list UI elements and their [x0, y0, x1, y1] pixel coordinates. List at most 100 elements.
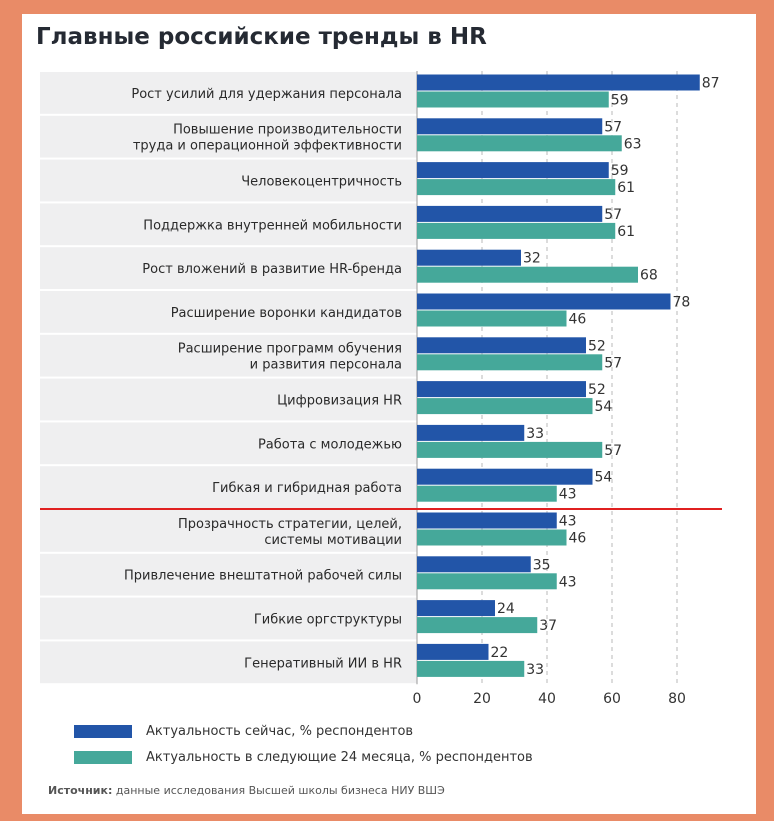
value-label-next: 57 — [604, 355, 622, 371]
row-background — [40, 291, 417, 333]
bar-now — [417, 381, 586, 398]
value-label-next: 68 — [640, 268, 658, 284]
bar-next — [417, 398, 593, 415]
value-label-now: 54 — [595, 470, 613, 486]
bar-next — [417, 266, 638, 283]
bar-now — [417, 162, 609, 179]
bar-next — [417, 354, 603, 371]
x-axis-ticks: 0 20 40 60 80 — [413, 691, 686, 707]
bar-next — [417, 179, 616, 196]
category-label: труда и операционной эффективности — [133, 139, 402, 154]
bar-now — [417, 512, 557, 529]
legend-swatch-now — [74, 724, 132, 738]
legend-item-next: Актуальность в следующие 24 месяца, % ре… — [74, 744, 533, 770]
value-label-next: 43 — [559, 574, 577, 590]
value-label-next: 54 — [595, 399, 613, 415]
row-background — [40, 247, 417, 289]
bar-now — [417, 424, 525, 441]
row-background — [40, 378, 417, 421]
bar-now — [417, 643, 489, 660]
value-label-now: 22 — [491, 645, 509, 661]
row-background — [40, 334, 417, 377]
bars — [417, 74, 700, 677]
bar-now — [417, 600, 495, 617]
bar-next — [417, 617, 538, 634]
category-label: Повышение производительности — [173, 123, 402, 138]
category-label: системы мотивации — [264, 533, 402, 548]
source-text: данные исследования Высшей школы бизнеса… — [115, 784, 445, 797]
row-background — [40, 115, 417, 158]
value-label-next: 59 — [611, 93, 629, 109]
legend: Актуальность сейчас, % респондентов Акту… — [74, 718, 533, 770]
row-background — [40, 553, 417, 596]
category-label: Работа с молодежью — [258, 437, 402, 452]
row-background — [40, 422, 417, 465]
category-label: Прозрачность стратегии, целей, — [178, 517, 402, 532]
value-label-next: 63 — [624, 136, 642, 152]
category-label: Гибкая и гибридная работа — [212, 481, 402, 496]
bar-next — [417, 441, 603, 458]
value-labels: 87 57 59 57 32 78 52 52 33 54 43 35 24 22 59 63 61 61 68 46… — [491, 76, 720, 678]
legend-item-now: Актуальность сейчас, % респондентов — [74, 718, 533, 744]
bar-now — [417, 556, 531, 573]
value-label-now: 59 — [611, 163, 629, 179]
value-label-next: 57 — [604, 443, 622, 459]
value-label-next: 61 — [617, 224, 635, 240]
value-label-now: 57 — [604, 207, 622, 223]
value-label-now: 87 — [702, 76, 720, 92]
chart-card: Главные российские тренды в HR Рост усил… — [22, 14, 756, 814]
chart-title: Главные российские тренды в HR — [36, 24, 487, 50]
bar-now — [417, 249, 521, 266]
row-background — [40, 466, 417, 508]
x-tick-label: 0 — [413, 691, 422, 707]
category-label: Расширение программ обучения — [178, 342, 402, 357]
value-label-next: 46 — [569, 531, 587, 547]
value-label-next: 43 — [559, 487, 577, 503]
bar-next — [417, 135, 622, 152]
category-label: Рост усилий для удержания персонала — [131, 87, 402, 102]
category-label: Цифровизация HR — [277, 394, 402, 409]
value-label-next: 33 — [526, 662, 544, 678]
bar-next — [417, 573, 557, 590]
value-label-now: 32 — [523, 251, 541, 267]
category-label: Человекоцентричность — [241, 175, 402, 190]
bar-next — [417, 91, 609, 108]
x-tick-label: 40 — [538, 691, 556, 707]
row-background — [40, 159, 417, 202]
row-background — [40, 72, 417, 114]
bar-next — [417, 529, 567, 546]
bar-chart: Рост усилий для удержания персонала Повыш… — [40, 71, 722, 707]
source-note: Источник: данные исследования Высшей шко… — [48, 784, 445, 797]
row-background — [40, 203, 417, 246]
value-label-now: 35 — [533, 557, 551, 573]
row-background — [40, 641, 417, 684]
value-label-now: 52 — [588, 382, 606, 398]
value-label-next: 61 — [617, 180, 635, 196]
value-label-now: 57 — [604, 119, 622, 135]
category-label: Привлечение внештатной рабочей силы — [124, 569, 402, 584]
bar-now — [417, 293, 671, 310]
bar-now — [417, 118, 603, 135]
bar-next — [417, 660, 525, 677]
category-label: Генеративный ИИ в HR — [244, 656, 402, 671]
row-background — [40, 510, 417, 552]
legend-swatch-next — [74, 750, 132, 764]
source-label: Источник: — [48, 784, 113, 797]
category-label: Расширение воронки кандидатов — [171, 306, 402, 321]
category-labels: Рост усилий для удержания персонала Повыш… — [124, 87, 402, 671]
bar-now — [417, 468, 593, 485]
value-label-next: 46 — [569, 312, 587, 328]
category-label: Поддержка внутренней мобильности — [143, 218, 402, 233]
bar-now — [417, 337, 586, 354]
x-tick-label: 20 — [473, 691, 491, 707]
legend-label-next: Актуальность в следующие 24 месяца, % ре… — [146, 749, 533, 765]
bar-next — [417, 485, 557, 502]
x-tick-label: 60 — [603, 691, 621, 707]
category-label: и развития персонала — [250, 358, 402, 373]
category-label: Гибкие оргструктуры — [254, 613, 402, 628]
value-label-now: 33 — [526, 426, 544, 442]
bar-next — [417, 222, 616, 239]
bar-now — [417, 74, 700, 91]
value-label-now: 52 — [588, 338, 606, 354]
legend-label-now: Актуальность сейчас, % респондентов — [146, 723, 414, 739]
